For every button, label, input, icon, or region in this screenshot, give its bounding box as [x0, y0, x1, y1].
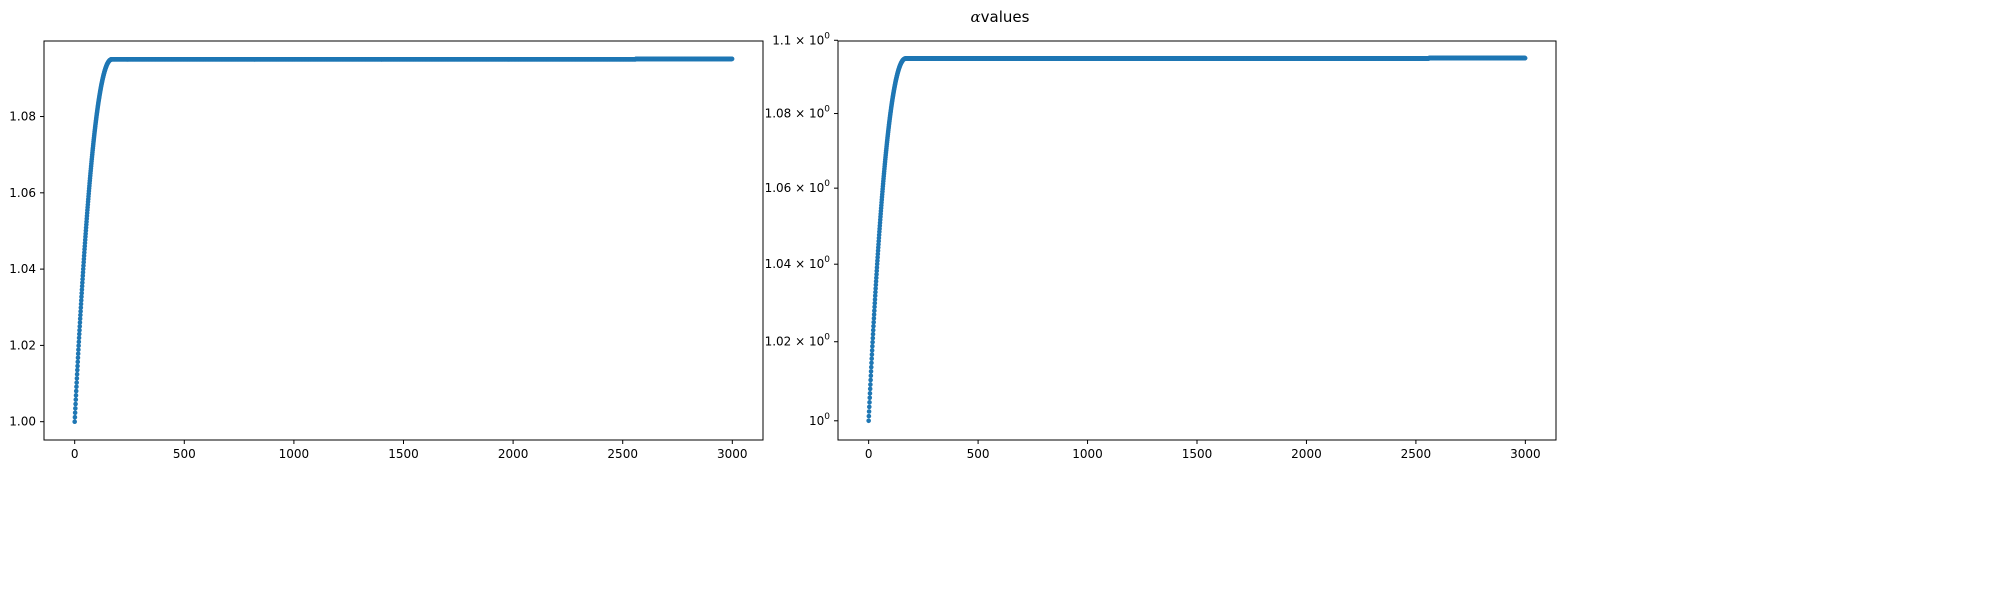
data-point [870, 331, 876, 337]
data-point [75, 351, 81, 357]
data-point [76, 343, 81, 349]
data-point [76, 331, 82, 337]
data-point [74, 371, 80, 377]
data-point [868, 373, 874, 379]
data-point [72, 410, 78, 416]
data-point [869, 356, 875, 361]
data-point [76, 335, 82, 341]
x-tick-label: 1500 [388, 447, 419, 461]
data-series [72, 56, 735, 424]
data-point [869, 352, 875, 357]
data-point [80, 276, 85, 282]
data-point [74, 376, 80, 381]
y-tick-label: 1.08 [9, 110, 36, 124]
data-point [77, 316, 83, 322]
data-point [77, 320, 83, 325]
data-point [72, 414, 78, 420]
data-point [869, 348, 875, 353]
data-point [73, 406, 78, 411]
data-point [870, 335, 876, 341]
data-point [868, 364, 874, 370]
figure-title: αvalues [0, 8, 2000, 26]
data-point [867, 386, 873, 392]
data-point [81, 263, 86, 268]
axes-frame [43, 40, 764, 441]
data-point [78, 312, 83, 318]
data-point [867, 395, 873, 401]
data-point [79, 294, 84, 300]
data-point [75, 355, 81, 361]
data-point [78, 298, 84, 303]
data-point [870, 343, 875, 349]
data-point [77, 327, 82, 333]
y-tick-label: 1.00 [9, 415, 36, 429]
data-point [72, 419, 77, 424]
data-point [74, 380, 79, 385]
x-tick-label: 500 [173, 447, 196, 461]
y-tick-label: 1.04 [9, 262, 36, 276]
y-tick-label: 1.06 [9, 186, 36, 200]
y-tick-label: 1.02 [9, 338, 36, 352]
data-point [868, 369, 874, 374]
data-point [81, 259, 86, 265]
data-point [870, 339, 875, 345]
data-point [78, 305, 84, 310]
x-tick-label: 2000 [498, 447, 529, 461]
data-point [729, 56, 735, 62]
data-point [76, 347, 81, 353]
data-point [77, 324, 83, 329]
data-point [80, 266, 86, 272]
data-point [75, 367, 80, 373]
data-point [73, 388, 79, 394]
data-point [78, 301, 84, 307]
data-point [867, 391, 873, 396]
data-point [866, 418, 871, 424]
data-point [79, 287, 85, 292]
data-point [74, 384, 79, 390]
data-point [867, 400, 872, 405]
data-point [80, 273, 86, 279]
figure-title-alpha: α [970, 8, 981, 26]
data-point [80, 270, 86, 275]
data-point [79, 290, 84, 296]
data-point [73, 401, 78, 407]
data-point [78, 309, 83, 314]
x-tick-label: 1000 [279, 447, 310, 461]
x-tick-label: 0 [71, 447, 79, 461]
data-point [79, 283, 85, 289]
subplot-left-linear: 0 500 1000 1500 2000 2500 3000 1.00 1.02 1.04 1.06… [9, 40, 764, 461]
data-point [866, 409, 872, 414]
figure-title-text: values [980, 8, 1030, 26]
data-point [869, 360, 874, 366]
x-tick-label: 2500 [607, 447, 638, 461]
data-point [871, 323, 876, 329]
data-point [868, 382, 873, 387]
data-point [81, 256, 87, 262]
data-point [75, 363, 80, 369]
data-point [870, 327, 876, 333]
data-point [868, 377, 873, 383]
data-point [73, 397, 79, 402]
data-series [866, 55, 1528, 424]
data-point [867, 404, 872, 410]
x-tick-label: 3000 [717, 447, 748, 461]
data-point [80, 280, 85, 285]
data-point [73, 393, 79, 398]
data-point [75, 359, 81, 365]
data-point [76, 339, 82, 345]
data-point [866, 413, 872, 419]
